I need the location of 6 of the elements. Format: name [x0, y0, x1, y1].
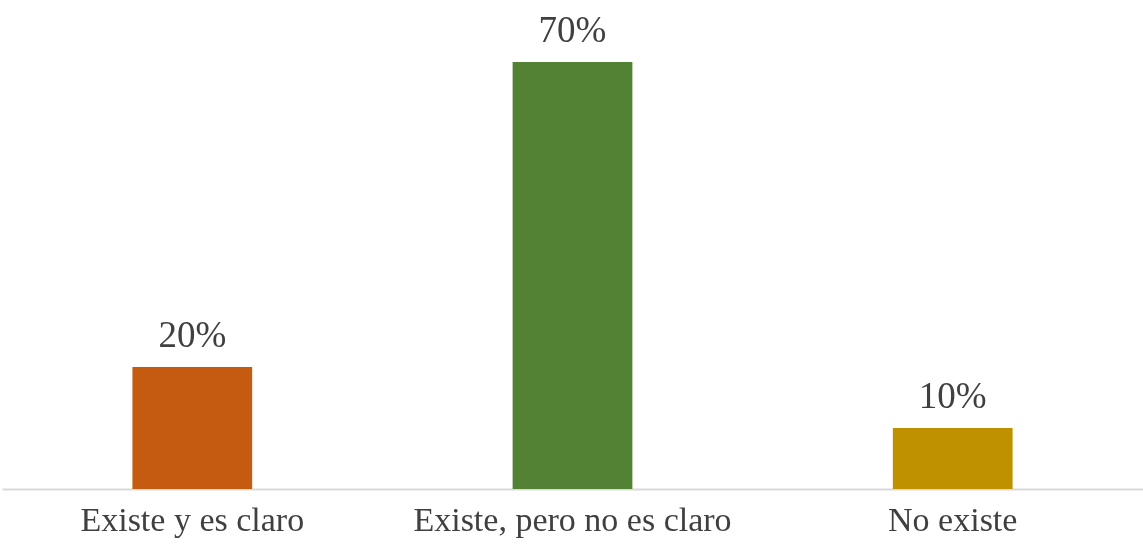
data-label: 70%: [538, 9, 607, 50]
data-label: 10%: [918, 375, 987, 416]
x-tick-label: No existe: [888, 500, 1018, 538]
x-tick-label: Existe, pero no es claro: [413, 500, 732, 538]
x-tick-label: Existe y es claro: [80, 500, 305, 538]
data-label: 20%: [158, 314, 227, 355]
